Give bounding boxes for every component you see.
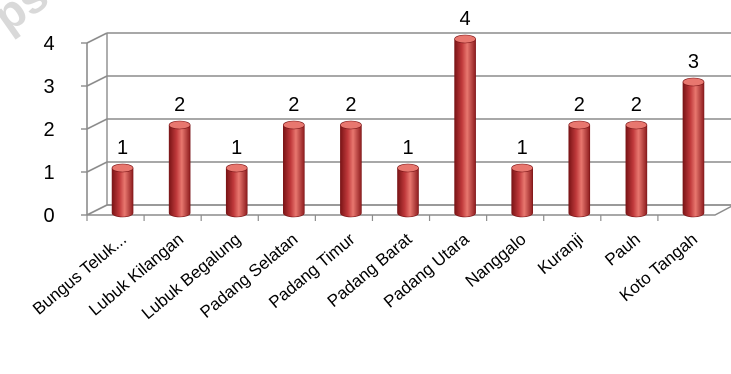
gridline-side <box>86 75 108 87</box>
y-tick-label: 2 <box>43 119 54 141</box>
bar-body <box>111 167 134 218</box>
data-label: 1 <box>231 137 242 159</box>
bar-body <box>225 167 248 218</box>
data-label: 2 <box>574 94 585 116</box>
x-tick-label: Bungus Teluk... <box>29 230 130 319</box>
bar-top <box>283 120 305 130</box>
bars <box>111 34 705 218</box>
data-label: 1 <box>117 137 128 159</box>
data-label: 1 <box>402 137 413 159</box>
data-label: 2 <box>631 94 642 116</box>
bar-body <box>682 81 705 218</box>
bar-top <box>111 163 134 173</box>
bar-body <box>454 38 476 218</box>
x-tick-label: Pauh <box>601 230 644 270</box>
chart-floor <box>86 204 731 216</box>
bar-body <box>283 124 305 218</box>
x-tick-label: Padang Selatan <box>196 230 301 322</box>
y-tick-labels: 0 1 2 3 4 <box>43 33 54 227</box>
bar <box>397 163 419 218</box>
data-label: 2 <box>345 94 356 116</box>
bar <box>568 120 591 218</box>
bar <box>454 34 476 218</box>
data-label: 1 <box>517 137 528 159</box>
y-tick-label: 3 <box>43 76 54 98</box>
gridline-side <box>86 161 108 173</box>
data-labels: 1 2 1 2 2 1 4 1 2 2 3 <box>117 8 699 159</box>
bar-top <box>397 163 419 173</box>
bar-body <box>168 124 191 218</box>
bar-top <box>511 163 533 173</box>
x-tick-label: Lubuk Begalung <box>138 230 244 324</box>
y-tick-label: 4 <box>43 33 54 55</box>
data-label: 2 <box>174 94 185 116</box>
bar-body <box>625 124 648 218</box>
bar-body <box>568 124 591 218</box>
bar-top <box>625 120 648 130</box>
bar-body <box>511 167 533 218</box>
bar-body <box>340 124 362 218</box>
bar-top <box>225 163 248 173</box>
data-label: 2 <box>288 94 299 116</box>
y-tick-label: 1 <box>43 162 54 184</box>
bar <box>283 120 305 218</box>
y-tick-label: 0 <box>43 205 54 227</box>
x-tick-label: Nanggalo <box>462 230 530 291</box>
bar <box>111 163 134 218</box>
bar-body <box>397 167 419 218</box>
bar <box>511 163 533 218</box>
bar-top <box>454 34 476 44</box>
bar <box>682 77 705 218</box>
bar <box>168 120 191 218</box>
gridline-side <box>86 32 108 44</box>
bar <box>225 163 248 218</box>
bar <box>340 120 362 218</box>
gridline-side <box>86 118 108 130</box>
bar-top <box>568 120 591 130</box>
bar <box>625 120 648 218</box>
bar-top <box>340 120 362 130</box>
axes <box>81 33 731 221</box>
x-tick-label: Kuranji <box>534 230 587 279</box>
bar-top <box>682 77 705 87</box>
data-label: 3 <box>688 51 699 73</box>
bar-top <box>168 120 191 130</box>
data-label: 4 <box>460 8 471 30</box>
